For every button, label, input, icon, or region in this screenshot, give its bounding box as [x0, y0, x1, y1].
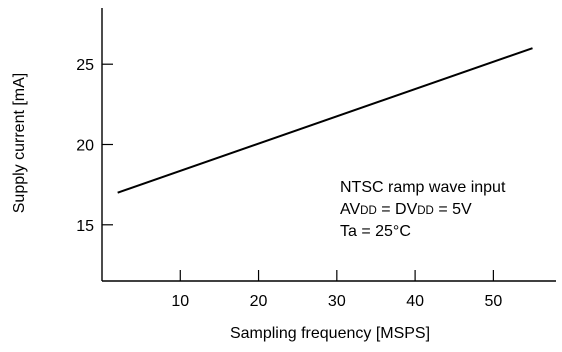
- y-tick-label-15: 15: [76, 218, 94, 235]
- axes: [101, 8, 556, 282]
- x-tick-label-10: 10: [171, 293, 189, 310]
- series: [117, 47, 533, 194]
- annotation-dvdd-subscript: DD: [417, 205, 434, 217]
- annotation-avdd-prefix: AV: [340, 201, 360, 218]
- annotation-voltage: = 5V: [434, 201, 472, 218]
- x-ticks: 10 20 30 40 50: [171, 270, 502, 310]
- x-axis-title: Sampling frequency [MSPS]: [230, 325, 430, 342]
- annotation-dvdd-prefix: = DV: [377, 201, 418, 218]
- annotation-line-1: NTSC ramp wave input: [340, 179, 506, 196]
- x-tick-label-20: 20: [250, 293, 268, 310]
- annotation-avdd-subscript: DD: [360, 205, 377, 217]
- x-tick-label-30: 30: [328, 293, 346, 310]
- x-tick-label-40: 40: [406, 293, 424, 310]
- series-line-0: [117, 47, 533, 194]
- y-tick-label-20: 20: [76, 138, 94, 155]
- annotation-line-3: Ta = 25°C: [340, 223, 411, 240]
- x-tick-label-50: 50: [484, 293, 502, 310]
- y-tick-label-25: 25: [76, 57, 94, 74]
- annotation-line-2: AVDD = DVDD = 5V: [340, 201, 472, 218]
- y-axis-title: Supply current [mA]: [11, 73, 28, 214]
- y-ticks: 15 20 25: [76, 57, 113, 235]
